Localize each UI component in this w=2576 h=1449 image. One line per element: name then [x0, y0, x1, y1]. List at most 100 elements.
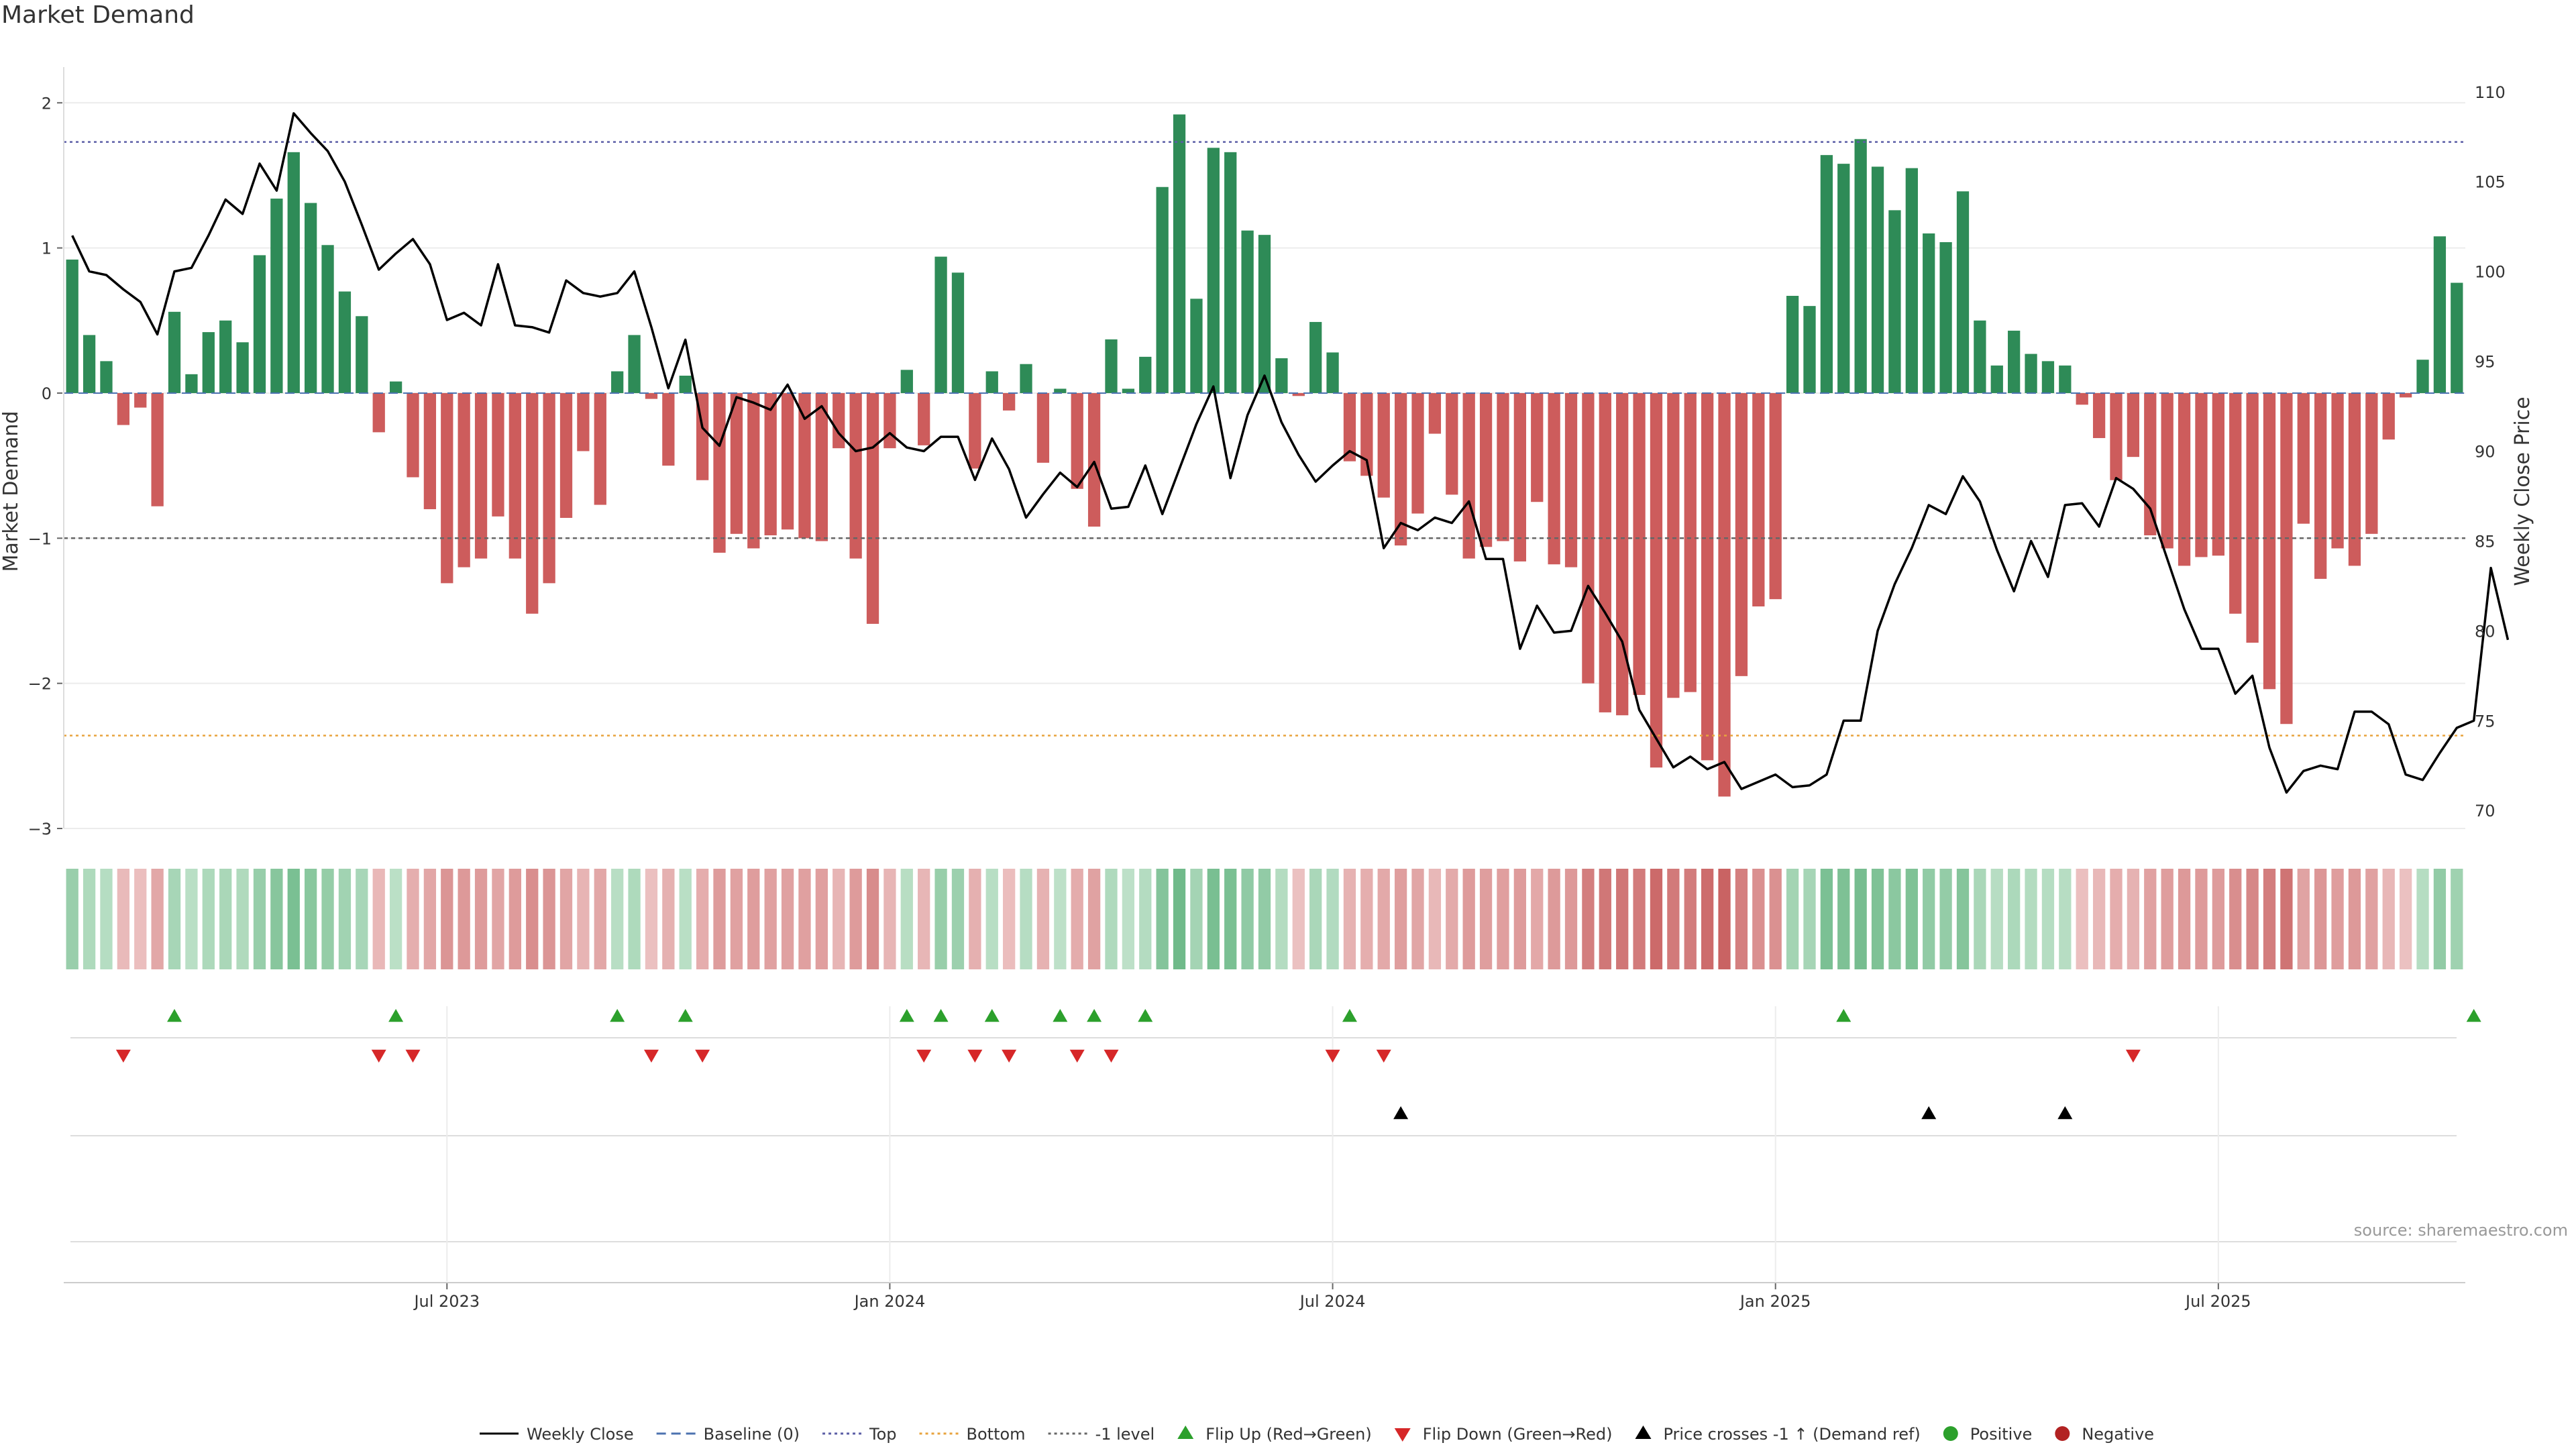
heat-cell [2110, 869, 2123, 969]
demand-bar [1956, 191, 1970, 393]
flip-down-marker [405, 1049, 421, 1063]
demand-bar [1292, 392, 1305, 396]
heat-cell [100, 869, 113, 969]
demand-bar [883, 392, 896, 449]
flip-down-marker [643, 1049, 659, 1063]
demand-bar [2229, 392, 2242, 614]
heat-cell [1275, 869, 1288, 969]
heat-cell [321, 869, 334, 969]
heat-cell [747, 869, 760, 969]
heat-cell [1207, 869, 1220, 969]
heat-cell [1548, 869, 1560, 969]
demand-bar [474, 392, 488, 559]
demand-bar [559, 392, 573, 519]
y-tick-label-right: 110 [2475, 83, 2506, 102]
demand-bar [1633, 392, 1646, 695]
demand-bar [1224, 152, 1237, 393]
heat-cell [1718, 869, 1731, 969]
demand-bar [1377, 392, 1390, 498]
x-tick-label: Jan 2025 [1739, 1292, 1811, 1311]
demand-bar [117, 392, 130, 425]
heat-cell [1599, 869, 1611, 969]
heat-cell [1650, 869, 1663, 969]
demand-bar [2144, 392, 2157, 535]
demand-heat-strip [66, 869, 2463, 969]
flip-up-marker [1342, 1009, 1357, 1022]
heat-cell [305, 869, 317, 969]
heat-cell [1820, 869, 1833, 969]
heat-cell [849, 869, 862, 969]
heat-cell [185, 869, 198, 969]
heat-cell [543, 869, 555, 969]
legend-label: Positive [1970, 1425, 2033, 1444]
demand-bar [2399, 392, 2412, 398]
legend-label: Weekly Close [527, 1425, 634, 1444]
heat-cell [1003, 869, 1016, 969]
heat-cell [151, 869, 164, 969]
heat-cell [2076, 869, 2088, 969]
heat-cell [2161, 869, 2174, 969]
demand-bar [219, 320, 232, 393]
heat-cell [815, 869, 828, 969]
demand-bar [951, 272, 965, 393]
demand-bar [1462, 392, 1475, 559]
demand-bar [389, 381, 402, 393]
heat-cell [389, 869, 402, 969]
heat-cell [1479, 869, 1493, 969]
heat-cell [2348, 869, 2361, 969]
heat-cell [2246, 869, 2259, 969]
demand-bar [1599, 392, 1611, 712]
demand-bar [1701, 392, 1714, 761]
demand-bar [1837, 164, 1850, 393]
heat-cell [168, 869, 181, 969]
demand-bar [492, 392, 504, 517]
heat-cell [338, 869, 352, 969]
demand-bar [1343, 392, 1356, 462]
demand-bar [134, 392, 147, 408]
demand-bar [2451, 282, 2463, 393]
demand-bar [100, 361, 113, 393]
heat-cell [2229, 869, 2242, 969]
demand-bar [2246, 392, 2259, 643]
demand-bar [833, 392, 845, 449]
demand-bar [1871, 166, 1884, 393]
demand-bar [1888, 210, 1901, 393]
heat-cell [2195, 869, 2208, 969]
demand-bar [849, 392, 862, 559]
heat-cell [287, 869, 300, 969]
axes: 2 1 0 −1 −2 −3 110 105 100 95 90 85 80 75 70 Market Dem… [0, 67, 2534, 839]
heat-cell [2212, 869, 2224, 969]
demand-bar [2127, 392, 2140, 458]
demand-bar [1394, 392, 1407, 546]
demand-bar [1513, 392, 1526, 561]
demand-bar [969, 392, 981, 469]
demand-bar [2212, 392, 2224, 556]
demand-bar [441, 392, 453, 584]
demand-bar [287, 152, 300, 393]
demand-bar [1718, 392, 1731, 797]
legend-item: Bottom [919, 1425, 1026, 1444]
heat-cell [1752, 869, 1765, 969]
x-tick-label: Jul 2025 [2184, 1292, 2251, 1311]
heat-cell [236, 869, 249, 969]
demand-bar [1479, 392, 1493, 547]
demand-bar [900, 370, 913, 393]
heat-cell [1258, 869, 1271, 969]
demand-bar [151, 392, 164, 506]
heat-cell [253, 869, 266, 969]
heat-cell [2399, 869, 2412, 969]
demand-bar [2314, 392, 2327, 579]
heat-cell [1020, 869, 1032, 969]
heat-cell [1190, 869, 1203, 969]
demand-bar [1923, 233, 1935, 393]
heat-cell [2041, 869, 2055, 969]
flip-down-marker [967, 1049, 983, 1063]
heat-cell [2365, 869, 2378, 969]
demand-bar [815, 392, 828, 541]
demand-bar [202, 332, 215, 393]
weekly-close-line [71, 112, 2510, 794]
flip-down-marker [1002, 1049, 1017, 1063]
price-line-layer [71, 112, 2510, 794]
heat-cell [2127, 869, 2140, 969]
demand-bar [185, 374, 198, 393]
